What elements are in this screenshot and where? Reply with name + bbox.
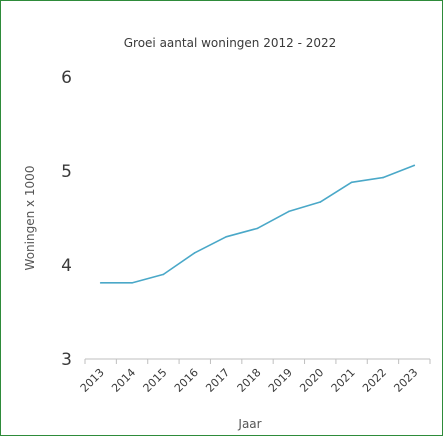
x-tick-label: 2016 — [172, 366, 201, 395]
y-tick-label: 4 — [61, 256, 72, 276]
data-point — [288, 210, 290, 213]
data-point — [319, 201, 322, 203]
data-point — [382, 176, 384, 179]
y-axis-label: Woningen x 1000 — [23, 166, 37, 271]
data-point — [256, 227, 259, 230]
x-axis-label: Jaar — [237, 417, 261, 431]
series-line — [100, 164, 415, 284]
series-group — [99, 164, 416, 284]
x-axis — [84, 358, 431, 364]
y-axis-ticks: 3 4 5 6 — [61, 68, 72, 370]
x-tick-label: 2018 — [235, 366, 264, 395]
x-tick-label: 2023 — [391, 366, 420, 395]
y-tick-label: 6 — [61, 68, 72, 88]
x-tick-label: 2015 — [141, 366, 170, 395]
y-tick-label: 3 — [61, 350, 72, 370]
x-tick-label: 2014 — [109, 366, 138, 395]
data-point — [99, 282, 102, 284]
x-tick-label: 2013 — [78, 366, 107, 395]
data-point — [162, 273, 165, 276]
x-tick-label: 2021 — [329, 366, 358, 395]
x-tick-label: 2019 — [266, 366, 295, 395]
data-point — [350, 181, 353, 184]
y-tick-label: 5 — [61, 162, 72, 182]
data-point — [413, 164, 416, 167]
x-tick-label: 2020 — [297, 366, 326, 395]
chart-title: Groei aantal woningen 2012 - 2022 — [124, 36, 337, 50]
data-point — [225, 236, 227, 238]
data-point — [131, 282, 133, 284]
x-axis-ticks: 2013 2014 2015 2016 2017 2018 2019 2020 2021 2022… — [78, 366, 421, 395]
data-point — [193, 251, 196, 254]
x-tick-label: 2022 — [360, 366, 389, 395]
x-tick-label: 2017 — [203, 366, 232, 395]
